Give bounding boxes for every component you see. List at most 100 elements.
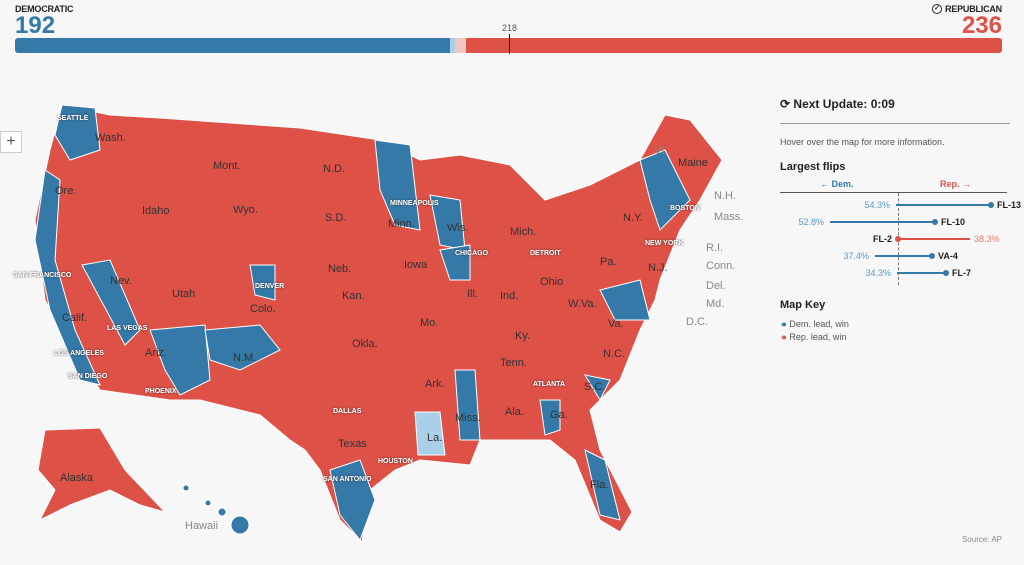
- state-label: Ore.: [55, 185, 77, 197]
- external-state-label: Md.: [706, 298, 725, 310]
- rep-seats: 236: [961, 12, 1002, 39]
- alaska: [37, 427, 167, 522]
- city-label: PHOENIX: [145, 388, 177, 395]
- external-state-label: N.H.: [714, 190, 736, 202]
- state-label: Fla.: [590, 479, 609, 491]
- state-label: Texas: [338, 438, 367, 450]
- city-label: SAN DIEGO: [68, 373, 108, 380]
- city-label: ATLANTA: [533, 381, 566, 388]
- flip-pct: 37.4%: [843, 251, 869, 261]
- flip-dot: [932, 219, 938, 225]
- key-dem: ●● Dem. lead, win: [780, 319, 849, 329]
- external-state-label: Del.: [706, 280, 726, 292]
- hover-hint: Hover over the map for more information.: [780, 137, 945, 147]
- hawaii-island: [204, 499, 212, 507]
- flip-arrow: [896, 204, 991, 206]
- state-label: N.Y.: [623, 212, 643, 224]
- flip-pct: 34.3%: [865, 268, 891, 278]
- external-state-label: Conn.: [706, 260, 736, 272]
- majority-line: [509, 34, 510, 54]
- seat-bar: [15, 38, 1002, 53]
- city-label: CHICAGO: [455, 250, 489, 257]
- district-sc: [583, 374, 611, 402]
- state-label: Mich.: [510, 226, 537, 238]
- district-ms: [454, 369, 481, 441]
- district-mn: [374, 139, 421, 231]
- district-co: [249, 264, 276, 301]
- state-label: Va.: [608, 318, 624, 330]
- district-nm: [204, 324, 281, 371]
- external-state-label: D.C.: [686, 316, 708, 328]
- zoom-in-button[interactable]: +: [0, 131, 22, 153]
- state-label: Minn.: [388, 218, 415, 230]
- district-ne: [639, 149, 691, 231]
- city-label: DENVER: [255, 283, 285, 290]
- state-label: Iowa: [404, 259, 428, 271]
- city-label: LOS ANGELES: [54, 350, 104, 357]
- state-label: Kan.: [342, 290, 365, 302]
- state-label: Wash.: [95, 132, 126, 144]
- state-label: N.J.: [648, 262, 668, 274]
- refresh-icon[interactable]: ⟳: [780, 97, 791, 111]
- state-label: Maine: [678, 157, 708, 169]
- election-map[interactable]: [0, 0, 760, 565]
- hawaii-island: [182, 484, 190, 492]
- city-label: DETROIT: [530, 250, 561, 257]
- state-label: N.C.: [603, 348, 625, 360]
- rep-label-text: REPUBLICAN: [944, 4, 1002, 14]
- district-ca-coast: [34, 169, 101, 386]
- state-label: La.: [427, 432, 443, 444]
- flip-district: FL-7: [952, 268, 971, 278]
- flip-pct: 38.3%: [974, 234, 1000, 244]
- city-label: SAN FRANCISCO: [13, 272, 72, 279]
- next-update: ⟳ Next Update: 0:09: [780, 97, 1010, 124]
- state-label: Ark.: [425, 378, 445, 390]
- state-label: Wyo.: [233, 204, 258, 216]
- state-label: Pa.: [600, 256, 617, 268]
- city-label: MINNEAPOLIS: [390, 200, 439, 207]
- district-il: [439, 244, 471, 281]
- rep-label: ✓ REPUBLICAN: [931, 4, 1002, 14]
- state-label: Alaska: [60, 472, 94, 484]
- district-tx: [329, 459, 376, 541]
- dem-bar: [15, 38, 451, 53]
- state-label: Ga.: [550, 409, 568, 421]
- city-label: DALLAS: [333, 408, 362, 415]
- hawaii-island: [217, 507, 227, 517]
- state-label: Miss.: [455, 412, 481, 424]
- flips-chart: FL-13 54.3% FL-10 52.8% FL-2 38.3% VA-4 37.4% FL…: [780, 193, 1021, 285]
- hawaii-island: [230, 515, 250, 535]
- flip-dot: [929, 253, 935, 259]
- key-title: Map Key: [780, 299, 826, 311]
- source-note: Source: AP: [961, 535, 1002, 544]
- flip-arrow: [830, 221, 935, 223]
- city-label: LAS VEGAS: [107, 325, 148, 332]
- external-state-label: Mass.: [714, 211, 744, 223]
- rep-bar: [466, 38, 1002, 53]
- district-nv: [81, 259, 141, 346]
- state-label: Ohio: [540, 276, 564, 288]
- flip-arrow: [875, 255, 932, 257]
- state-label: Ariz.: [145, 347, 167, 359]
- district-az: [149, 324, 211, 396]
- state-label: Neb.: [328, 263, 352, 275]
- flip-pct: 54.3%: [864, 200, 890, 210]
- rep-lean-bar: [455, 38, 467, 53]
- city-label: HOUSTON: [378, 458, 413, 465]
- state-label: Calif.: [62, 312, 88, 324]
- district-wa: [54, 104, 101, 161]
- flip-district: FL-13: [997, 200, 1022, 210]
- state-label: Colo.: [250, 303, 276, 315]
- district-la-lean: [414, 411, 446, 456]
- majority-label: 218: [502, 23, 518, 33]
- state-label: Ill.: [467, 288, 478, 300]
- flip-arrow: [898, 238, 970, 240]
- flips-title: Largest flips: [780, 161, 846, 173]
- state-label: S.D.: [325, 212, 347, 224]
- state-label: Idaho: [142, 205, 170, 217]
- dem-seats: 192: [15, 12, 56, 39]
- state-label: Ala.: [505, 406, 524, 418]
- state-label: Ind.: [500, 290, 519, 302]
- flip-district: FL-10: [941, 217, 966, 227]
- flip-dot: [988, 202, 994, 208]
